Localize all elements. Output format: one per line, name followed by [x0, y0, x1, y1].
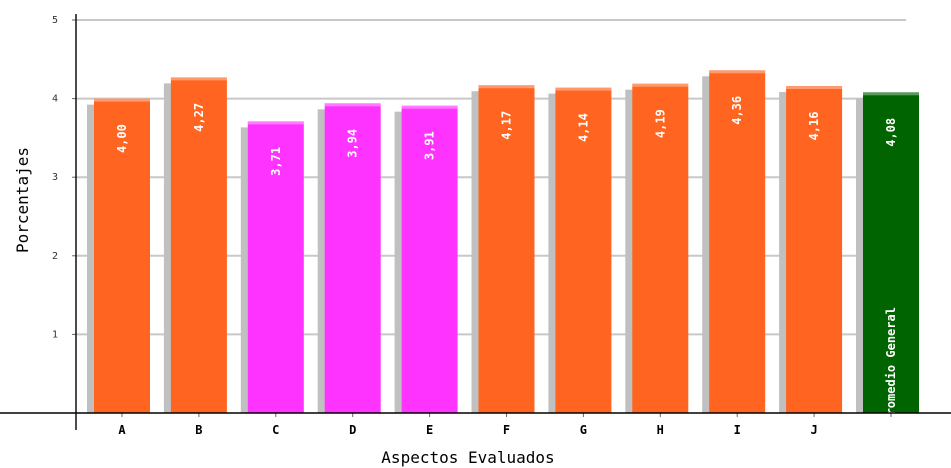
- bar-value-label: 4,19: [653, 109, 667, 138]
- bar-value-label: 4,36: [730, 96, 744, 125]
- bar-value-label: 4,08: [884, 118, 898, 147]
- bar-highlight: [786, 86, 843, 90]
- bar-E: [401, 105, 458, 413]
- x-tick-label: D: [349, 423, 356, 437]
- bar-highlight: [170, 77, 227, 81]
- x-tick-label: B: [195, 423, 202, 437]
- bar-highlight: [709, 70, 766, 74]
- x-tick-label: A: [118, 423, 126, 437]
- bar-value-label: 3,94: [346, 129, 360, 158]
- x-tick-label: C: [272, 423, 279, 437]
- bar-highlight: [863, 92, 919, 96]
- x-axis-ticks: A B C D E F G H I J: [118, 413, 892, 437]
- y-tick-label: 3: [52, 172, 58, 183]
- x-tick-label: E: [426, 423, 433, 437]
- bar-G: [555, 87, 612, 413]
- y-axis-ticks: 1 2 3 4 5: [52, 15, 76, 340]
- x-tick-label: H: [657, 423, 664, 437]
- promedio-general-label: Promedio General: [884, 307, 898, 423]
- bar-value-label: 4,00: [115, 124, 129, 153]
- y-tick-label: 5: [52, 15, 58, 26]
- bar-value-label: 3,91: [423, 131, 437, 160]
- bar-highlight: [94, 98, 150, 102]
- x-tick-label: I: [734, 423, 741, 437]
- bar-value-label: 4,27: [192, 103, 206, 132]
- bars: [87, 70, 919, 414]
- y-tick-label: 2: [52, 251, 58, 262]
- bar-C: [247, 121, 304, 414]
- bar-highlight: [401, 105, 458, 109]
- bar-J: [786, 86, 843, 414]
- bar-highlight: [478, 85, 535, 89]
- bar-B: [170, 77, 227, 414]
- y-tick-label: 1: [52, 329, 58, 340]
- bar-highlight: [555, 87, 612, 91]
- bar-F: [478, 85, 535, 413]
- bar-highlight: [247, 121, 304, 125]
- bar-value-label: 4,17: [500, 111, 514, 140]
- x-tick-label: F: [503, 423, 510, 437]
- bar-value-label: 4,14: [576, 113, 590, 142]
- bar-I: [709, 70, 766, 413]
- bar-promedio-general: [863, 92, 919, 413]
- bar-highlight: [632, 83, 689, 87]
- x-axis-title: Aspectos Evaluados: [381, 448, 554, 467]
- bar-A: [94, 98, 150, 413]
- bar-value-label: 3,71: [269, 147, 283, 176]
- y-tick-label: 4: [52, 94, 58, 105]
- bar-D: [324, 103, 381, 413]
- bar-value-label: 4,16: [807, 112, 821, 141]
- bar-value-labels: 4,00 4,27 3,71 3,94 3,91 4,17 4,14 4,19 4,36 4,16…: [115, 96, 898, 423]
- bar-H: [632, 83, 689, 413]
- bar-highlight: [324, 103, 381, 107]
- x-tick-label: G: [580, 423, 587, 437]
- y-axis-title: Porcentajes: [13, 147, 32, 253]
- x-tick-label: J: [810, 423, 817, 437]
